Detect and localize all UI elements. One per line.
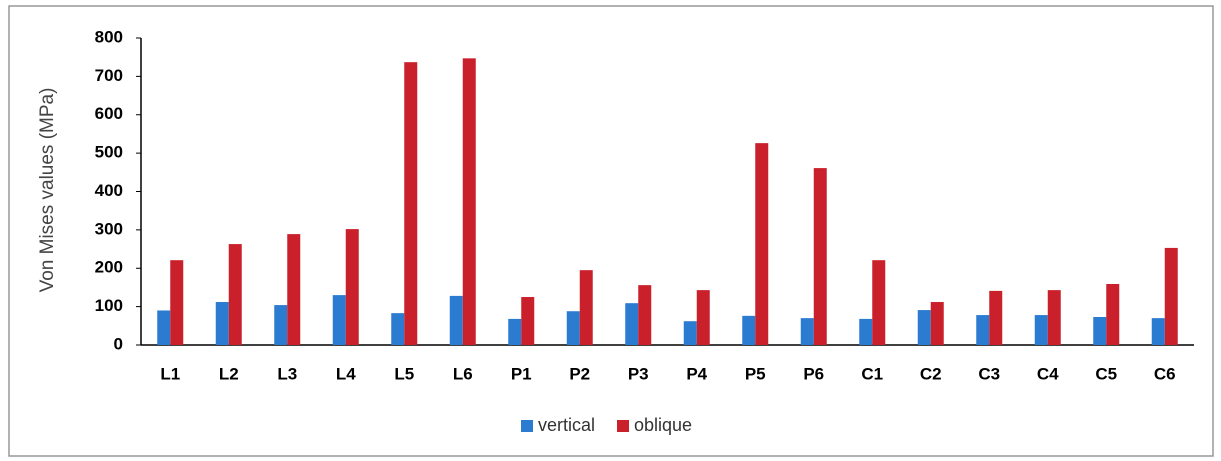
bar [872,260,886,345]
bar [683,321,697,345]
bar [404,62,418,346]
x-tick-label: L3 [277,364,297,383]
bar [976,315,990,345]
bar [917,310,931,345]
bar [859,318,873,345]
bar [696,290,710,345]
bar [1034,315,1048,345]
bar [579,270,593,345]
bar [638,285,652,345]
y-tick-label: 600 [95,104,123,123]
bar [287,234,301,345]
bar [462,58,476,346]
frame [8,5,1214,457]
bar [274,305,288,345]
x-tick-label: P4 [686,364,707,383]
bar [1164,247,1178,345]
x-tick-label: P3 [628,364,649,383]
x-tick-label: C4 [1037,364,1059,383]
bar [521,297,535,345]
bar [742,315,756,345]
x-tick-label: P1 [511,364,532,383]
bar [332,295,346,345]
y-tick-label: 500 [95,143,123,162]
bar [989,290,1003,345]
bar [391,313,405,345]
legend-label: vertical [538,415,595,435]
x-tick-label: C1 [861,364,883,383]
y-tick-label: 0 [114,334,123,353]
x-tick-label: P2 [569,364,590,383]
bar [930,302,944,345]
bar [1151,318,1165,345]
x-tick-label: P5 [745,364,766,383]
bar [813,168,827,345]
bar [1093,316,1107,345]
y-tick-label: 400 [95,181,123,200]
bar [1047,290,1061,345]
y-tick-label: 100 [95,296,123,315]
bar [345,229,359,345]
x-tick-label: C5 [1095,364,1117,383]
x-tick-label: P6 [803,364,824,383]
x-tick-label: L4 [336,364,356,383]
y-tick-label: 800 [95,27,123,46]
x-tick-label: C2 [920,364,942,383]
y-tick-label: 300 [95,219,123,238]
bar [1106,283,1120,345]
bar [625,303,639,345]
x-tick-label: L2 [219,364,239,383]
x-tick-label: C3 [978,364,1000,383]
y-axis-label: Von Mises values (MPa) [37,88,58,293]
bar [170,260,184,345]
bar [449,295,463,345]
legend-swatch [617,420,630,432]
x-tick-label: C6 [1154,364,1176,383]
legend-swatch [521,420,533,432]
bar [508,318,522,345]
bar [755,143,769,345]
bar [800,318,814,345]
x-tick-label: L1 [160,364,180,383]
legend-label: oblique [634,415,692,435]
x-tick-label: L5 [394,364,414,383]
bar [157,310,171,345]
bar [228,244,242,345]
bar [566,311,580,345]
x-tick-label: L6 [453,364,473,383]
y-tick-label: 200 [95,258,123,277]
bar [215,302,229,345]
y-tick-label: 700 [95,66,123,85]
